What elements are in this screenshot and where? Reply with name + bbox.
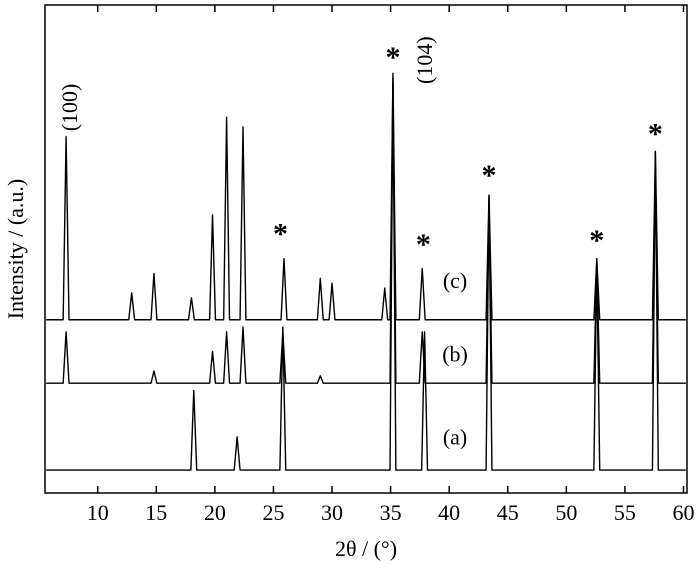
x-tick-label: 25 — [262, 500, 284, 525]
xrd-trace — [46, 82, 686, 471]
annotation: (104) — [412, 36, 437, 84]
peak-marker: * — [385, 41, 400, 74]
peak-marker: * — [589, 224, 604, 257]
x-tick-label: 15 — [145, 500, 167, 525]
peak-marker: * — [648, 118, 663, 151]
annotation: (b) — [442, 341, 468, 366]
peak-marker: * — [273, 218, 288, 251]
plot-frame — [44, 4, 688, 494]
annotation: (c) — [443, 268, 467, 293]
x-tick-label: 40 — [438, 500, 460, 525]
x-tick-label: 20 — [204, 500, 226, 525]
x-tick-label: 60 — [672, 500, 694, 525]
x-tick-label: 55 — [614, 500, 636, 525]
x-tick-label: 35 — [380, 500, 402, 525]
peak-marker: * — [482, 159, 497, 192]
xrd-trace — [46, 77, 686, 384]
x-tick-label: 50 — [555, 500, 577, 525]
xrd-trace — [46, 72, 686, 321]
annotation: (a) — [443, 424, 467, 449]
x-tick-label: 10 — [87, 500, 109, 525]
x-axis-label: 2θ / (°) — [335, 536, 397, 561]
x-tick-label: 30 — [321, 500, 343, 525]
x-tick-label: 45 — [497, 500, 519, 525]
y-axis-label: Intensity / (a.u.) — [3, 179, 28, 320]
annotation: (100) — [57, 84, 82, 132]
peak-marker: * — [416, 228, 431, 261]
